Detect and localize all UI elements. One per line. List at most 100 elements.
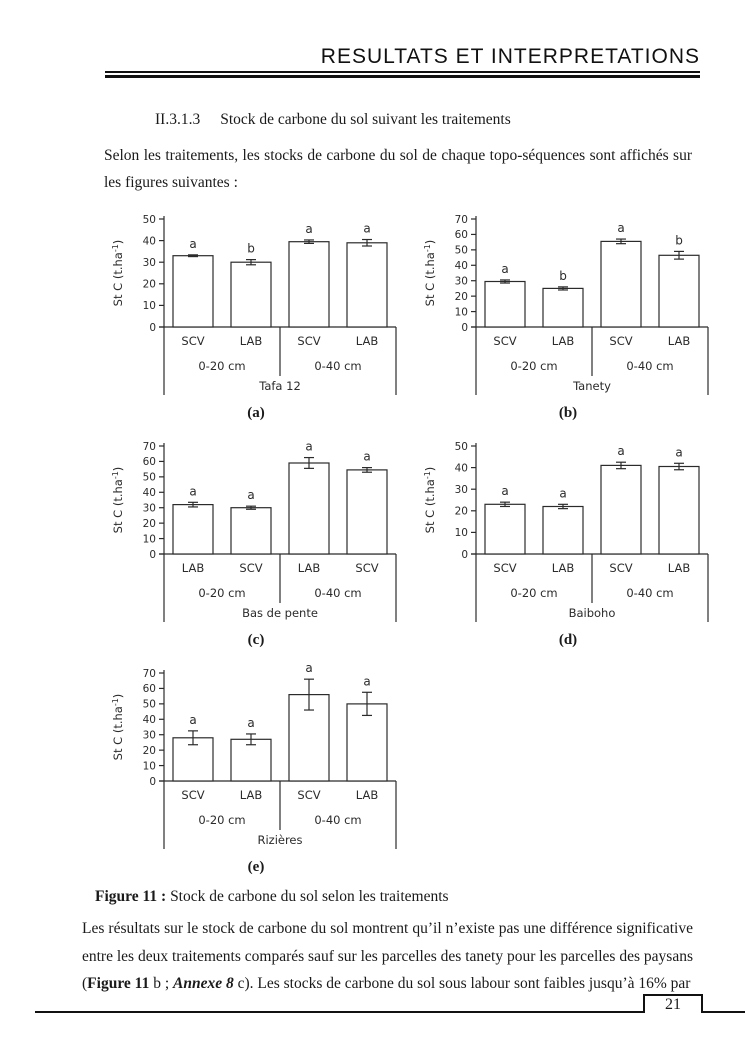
- svg-text:a: a: [363, 674, 370, 688]
- svg-text:a: a: [559, 486, 566, 500]
- svg-text:0-40 cm: 0-40 cm: [626, 586, 673, 600]
- footer-rule-left: [35, 1011, 643, 1013]
- svg-text:0: 0: [461, 549, 468, 561]
- svg-text:SCV: SCV: [181, 788, 204, 802]
- running-header-title: RESULTATS ET INTERPRETATIONS: [320, 45, 700, 68]
- chart-panel-c: 0 10 20 30 40 50 60 70 a LAB a SCV a LAB a SCV 0-20 cm 0-…: [110, 432, 402, 651]
- figure-11-charts: 0 10 20 30 40 50 a SCV b LAB a SCV a LAB 0-20 cm 0-40 c…: [110, 205, 714, 878]
- svg-text:20: 20: [455, 506, 468, 518]
- chart-panel-a: 0 10 20 30 40 50 a SCV b LAB a SCV a LAB 0-20 cm 0-40 c…: [110, 205, 402, 424]
- svg-text:a: a: [617, 221, 624, 235]
- svg-text:10: 10: [143, 533, 156, 545]
- bar: [288, 241, 330, 328]
- svg-text:50: 50: [143, 214, 156, 226]
- svg-text:b: b: [559, 269, 567, 283]
- header-rule-thin: [105, 71, 700, 73]
- chart-panel-e: 0 10 20 30 40 50 60 70 a SCV a LAB a SCV a LAB 0-20 cm 0-…: [110, 659, 402, 878]
- svg-text:a: a: [305, 661, 312, 675]
- svg-text:30: 30: [143, 503, 156, 515]
- svg-text:60: 60: [143, 456, 156, 468]
- chart-svg: 0 10 20 30 40 50 60 70 a SCV b LAB a SCV b LAB 0-20 cm 0-…: [423, 214, 709, 395]
- svg-text:0-40 cm: 0-40 cm: [314, 359, 361, 373]
- svg-text:60: 60: [455, 229, 468, 241]
- bar: [172, 503, 214, 555]
- running-header: RESULTATS ET INTERPRETATIONS: [0, 0, 745, 78]
- svg-text:Tafa 12: Tafa 12: [258, 379, 301, 393]
- svg-text:LAB: LAB: [240, 788, 263, 802]
- closing-bold-figure-ref: Figure 11: [87, 975, 150, 992]
- svg-text:SCV: SCV: [297, 334, 320, 348]
- header-rule: [105, 71, 700, 78]
- bar: [542, 287, 584, 328]
- section-title: Stock de carbone du sol suivant les trai…: [220, 111, 511, 128]
- svg-text:a: a: [305, 222, 312, 236]
- svg-text:60: 60: [143, 683, 156, 695]
- svg-text:40: 40: [143, 714, 156, 726]
- chart-svg: 0 10 20 30 40 50 60 70 a SCV a LAB a SCV a LAB 0-20 cm 0-…: [111, 661, 397, 849]
- svg-text:LAB: LAB: [298, 561, 321, 575]
- svg-text:LAB: LAB: [356, 334, 379, 348]
- bar: [230, 261, 272, 328]
- bar-chart-baiboho: 0 10 20 30 40 50 a SCV a LAB a SCV a LAB 0-20 cm 0-40 c…: [422, 432, 714, 629]
- svg-text:a: a: [501, 484, 508, 498]
- bar: [230, 507, 272, 555]
- svg-text:30: 30: [455, 484, 468, 496]
- svg-text:50: 50: [143, 472, 156, 484]
- bar: [658, 465, 700, 555]
- svg-text:30: 30: [143, 257, 156, 269]
- chart-panel-d: 0 10 20 30 40 50 a SCV a LAB a SCV a LAB 0-20 cm 0-40 c…: [422, 432, 714, 651]
- svg-text:70: 70: [143, 668, 156, 680]
- svg-text:0: 0: [149, 322, 156, 334]
- svg-text:0: 0: [149, 549, 156, 561]
- header-rule-thick: [105, 75, 700, 78]
- svg-text:0-20 cm: 0-20 cm: [510, 359, 557, 373]
- svg-text:a: a: [675, 445, 682, 459]
- svg-text:a: a: [305, 440, 312, 454]
- svg-text:SCV: SCV: [493, 561, 516, 575]
- bar-chart-bas-de-pente: 0 10 20 30 40 50 60 70 a LAB a SCV a LAB a SCV 0-20 cm 0-…: [110, 432, 402, 629]
- panel-label-c: (c): [247, 632, 265, 648]
- svg-text:a: a: [363, 222, 370, 236]
- page-number: 21: [665, 996, 681, 1013]
- closing-text-3: c). Les stocks de carbone du sol sous la…: [233, 975, 691, 992]
- svg-text:0-20 cm: 0-20 cm: [198, 813, 245, 827]
- y-axis-label: St C (t.ha-1): [111, 694, 125, 761]
- bar: [600, 240, 642, 328]
- svg-text:a: a: [501, 262, 508, 276]
- bar: [346, 242, 388, 328]
- svg-text:a: a: [617, 444, 624, 458]
- svg-text:b: b: [247, 242, 255, 256]
- svg-text:70: 70: [455, 214, 468, 226]
- svg-text:0-20 cm: 0-20 cm: [198, 359, 245, 373]
- bar-chart-tanety: 0 10 20 30 40 50 60 70 a SCV b LAB a SCV b LAB 0-20 cm 0-…: [422, 205, 714, 402]
- figure-caption-text: Stock de carbone du sol selon les traite…: [166, 888, 449, 905]
- svg-text:10: 10: [143, 300, 156, 312]
- svg-text:10: 10: [455, 306, 468, 318]
- svg-text:0-20 cm: 0-20 cm: [510, 586, 557, 600]
- svg-text:40: 40: [455, 462, 468, 474]
- bar: [658, 254, 700, 328]
- panel-label-a: (a): [247, 405, 265, 421]
- empty-cell: [422, 659, 714, 878]
- bar: [230, 738, 272, 782]
- y-axis-label: St C (t.ha-1): [111, 467, 125, 534]
- svg-text:30: 30: [143, 730, 156, 742]
- svg-text:LAB: LAB: [668, 561, 691, 575]
- chart-svg: 0 10 20 30 40 50 60 70 a LAB a SCV a LAB a SCV 0-20 cm 0-…: [111, 440, 397, 622]
- bar: [542, 505, 584, 555]
- svg-text:10: 10: [143, 760, 156, 772]
- svg-text:SCV: SCV: [355, 561, 378, 575]
- bar: [346, 469, 388, 555]
- svg-text:50: 50: [455, 441, 468, 453]
- svg-text:SCV: SCV: [297, 788, 320, 802]
- svg-text:LAB: LAB: [552, 334, 575, 348]
- svg-text:SCV: SCV: [609, 334, 632, 348]
- svg-text:LAB: LAB: [240, 334, 263, 348]
- svg-text:SCV: SCV: [493, 334, 516, 348]
- svg-text:b: b: [675, 233, 683, 247]
- svg-text:10: 10: [455, 527, 468, 539]
- bar: [484, 503, 526, 555]
- svg-text:70: 70: [143, 441, 156, 453]
- bar-chart-rizieres: 0 10 20 30 40 50 60 70 a SCV a LAB a SCV a LAB 0-20 cm 0-…: [110, 659, 402, 856]
